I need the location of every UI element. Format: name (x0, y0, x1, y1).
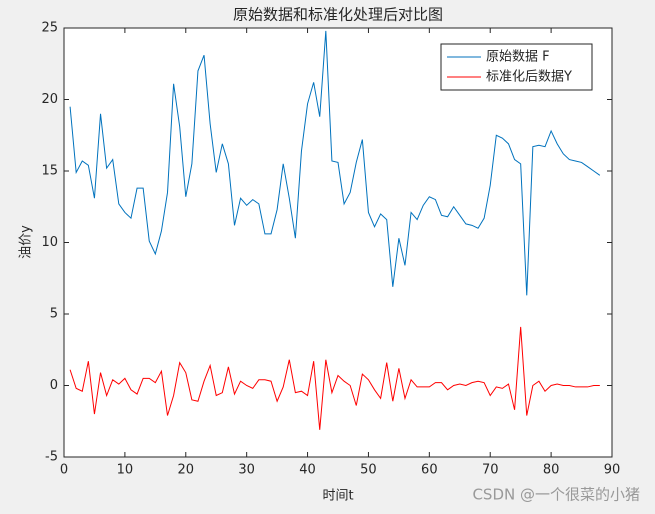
watermark: CSDN @一个很菜的小猪 (472, 486, 640, 504)
x-tick-label: 20 (178, 463, 195, 478)
y-tick-label: 0 (50, 378, 58, 393)
y-tick-label: 10 (41, 235, 58, 250)
x-axis-label: 时间t (322, 489, 353, 504)
x-tick-label: 80 (543, 463, 560, 478)
y-tick-label: -5 (45, 450, 58, 465)
chart-title: 原始数据和标准化处理后对比图 (233, 6, 443, 24)
x-tick-label: 50 (360, 463, 377, 478)
x-tick-label: 70 (482, 463, 499, 478)
legend-label: 原始数据 F (486, 50, 550, 65)
x-tick-label: 30 (238, 463, 255, 478)
legend-label: 标准化后数据Y (486, 70, 572, 85)
y-tick-label: 25 (41, 21, 58, 36)
data-line (69, 326, 600, 430)
x-tick-label: 0 (60, 463, 68, 478)
y-tick-label: 5 (50, 307, 58, 322)
x-tick-label: 60 (421, 463, 438, 478)
y-axis-label: 油价y (19, 225, 34, 259)
plot-area (63, 27, 613, 458)
x-tick-label: 10 (117, 463, 134, 478)
data-line (69, 30, 601, 296)
x-tick-label: 90 (604, 463, 621, 478)
y-tick-label: 15 (41, 164, 58, 179)
y-tick-label: 20 (41, 92, 58, 107)
legend-box (440, 43, 593, 91)
x-tick-label: 40 (299, 463, 316, 478)
